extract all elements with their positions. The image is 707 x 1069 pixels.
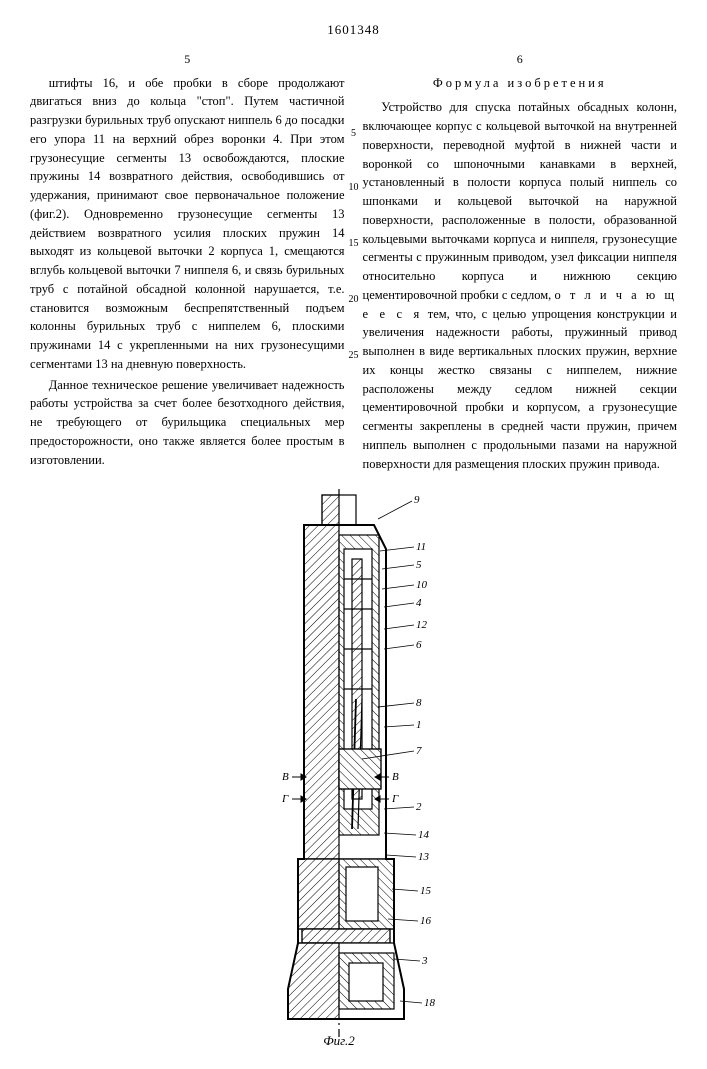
svg-text:5: 5: [416, 559, 422, 571]
column-number-right: 6: [363, 50, 678, 68]
svg-text:9: 9: [414, 494, 420, 506]
left-para-2: Данное техническое решение увеличивает н…: [30, 376, 345, 470]
svg-text:Г: Г: [281, 793, 289, 805]
svg-text:8: 8: [416, 697, 422, 709]
svg-text:В: В: [392, 771, 399, 783]
figure-2: 9 11 5 10 4 12 6 8 1 7 2 14 13 15 16 3 1…: [244, 489, 464, 1049]
svg-text:1: 1: [416, 719, 422, 731]
svg-text:12: 12: [416, 619, 428, 631]
formula-title: Формула изобретения: [363, 74, 678, 93]
column-number-left: 5: [30, 50, 345, 68]
svg-text:10: 10: [416, 579, 428, 591]
svg-text:3: 3: [421, 955, 428, 967]
svg-text:Г: Г: [391, 793, 399, 805]
patent-number: 1601348: [30, 20, 677, 40]
svg-text:2: 2: [416, 801, 422, 813]
svg-text:4: 4: [416, 597, 422, 609]
svg-text:15: 15: [420, 885, 432, 897]
right-column: 6 Формула изобретения Устройство для спу…: [363, 50, 678, 476]
svg-text:6: 6: [416, 639, 422, 651]
claim-preamble: Устройство для спуска потайных обсадных …: [363, 100, 678, 302]
svg-text:7: 7: [416, 745, 422, 757]
figure-caption: Фиг.2: [323, 1033, 355, 1048]
svg-text:13: 13: [418, 851, 430, 863]
svg-text:16: 16: [420, 915, 432, 927]
left-para-1: штифты 16, и обе пробки в сборе продолжа…: [30, 74, 345, 374]
svg-text:14: 14: [418, 829, 430, 841]
right-para-1: Устройство для спуска потайных обсадных …: [363, 98, 678, 473]
claim-body: тем, что, с целью упрощения конструкции …: [363, 307, 678, 471]
text-columns: 5 штифты 16, и обе пробки в сборе продол…: [30, 50, 677, 476]
svg-text:11: 11: [416, 541, 426, 553]
svg-text:В: В: [282, 771, 289, 783]
left-column: 5 штифты 16, и обе пробки в сборе продол…: [30, 50, 345, 472]
svg-text:18: 18: [424, 997, 436, 1009]
